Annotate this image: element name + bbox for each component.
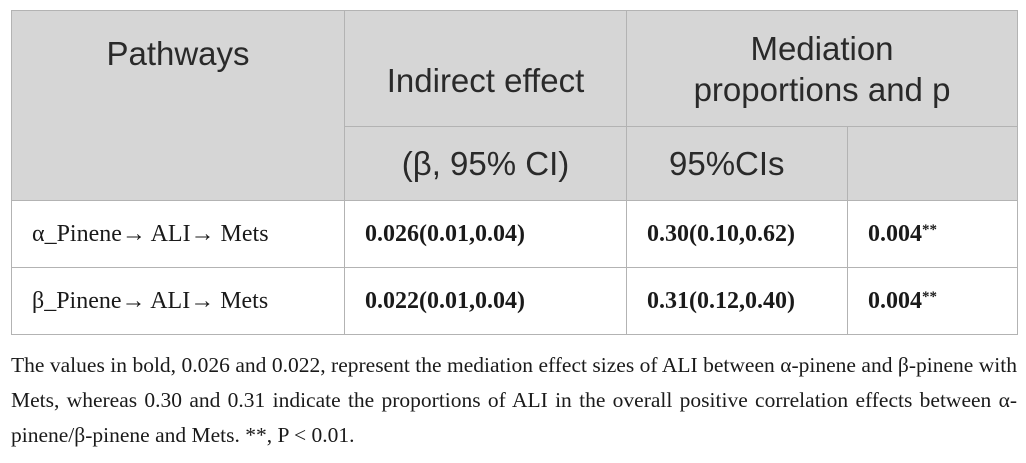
table-row: β_Pinene→ ALI→ Mets 0.022(0.01,0.04) 0.3… [11,267,1019,335]
row-2-p: 0.004** [846,267,1019,335]
header-beta-ci: (β, 95% CI) [344,126,627,201]
header-mediation: Mediation proportions and p [625,10,1019,127]
header-beta-ci-label: (β, 95% CI) [401,145,570,182]
row-1-indirect: 0.026(0.01,0.04) [344,200,627,268]
row-1-proportion: 0.30(0.10,0.62) [626,200,848,268]
header-pathways-label: Pathways [106,35,250,72]
header-row-1: Pathways Indirect effect Mediation propo… [11,10,1019,201]
mediation-table: Pathways Indirect effect Mediation propo… [11,10,1019,335]
header-mediation-line2: proportions and p [693,70,951,108]
row-2-proportion: 0.31(0.12,0.40) [626,267,848,335]
header-indirect-effect: Indirect effect [344,10,627,127]
table-row: α_Pinene→ ALI→ Mets 0.026(0.01,0.04) 0.3… [11,200,1019,268]
header-95cis: 95%CIs [626,126,848,201]
row-2-p-mark: ** [922,288,937,305]
header-p-empty [846,126,1019,201]
row-2-pathway: β_Pinene→ ALI→ Mets [11,267,345,335]
table-caption: The values in bold, 0.026 and 0.022, rep… [11,353,1017,447]
row-2-p-value: 0.004 [868,287,922,314]
header-indirect-effect-label: Indirect effect [386,62,585,99]
header-mediation-line1: Mediation [750,29,894,67]
header-95cis-label: 95%CIs [669,145,785,182]
row-1-p: 0.004** [846,200,1019,268]
row-2-indirect: 0.022(0.01,0.04) [344,267,627,335]
header-pathways: Pathways [11,10,345,201]
header-row-2: (β, 95% CI) 95%CIs [12,126,1019,201]
row-1-pathway: α_Pinene→ ALI→ Mets [11,200,345,268]
row-1-p-value: 0.004 [868,220,922,247]
row-1-p-mark: ** [922,221,937,238]
